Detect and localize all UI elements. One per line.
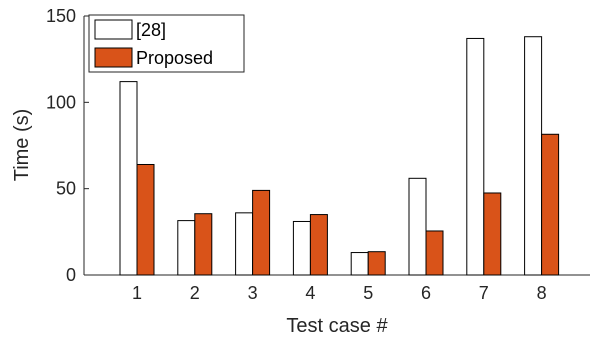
x-tick-label: 8: [537, 283, 547, 303]
bar-ref28-case-6: [408, 177, 427, 276]
bar-ref28-case-4: [292, 220, 311, 276]
bar-ref28-case-3: [235, 212, 254, 276]
legend-swatch-28: [94, 19, 133, 40]
bar-ref28-case-5: [350, 252, 369, 276]
x-tick-label: 3: [248, 283, 258, 303]
y-axis-label: Time (s): [11, 109, 33, 182]
legend: [28] Proposed: [88, 14, 245, 73]
x-axis-label: Test case #: [286, 315, 388, 337]
y-tick-label: 150: [46, 6, 76, 26]
bar-proposed-case-5: [367, 251, 386, 276]
x-tick-label: 6: [421, 283, 431, 303]
y-tick-label: 50: [56, 179, 76, 199]
plot-area: 0 50 100 150 1 2 3 4 5 6 7 8: [46, 6, 590, 303]
legend-label-proposed: Proposed: [136, 48, 213, 68]
bar-ref28-case-2: [177, 220, 196, 276]
x-tick-label: 7: [479, 283, 489, 303]
y-tick-label: 0: [66, 265, 76, 285]
bar-proposed-case-1: [136, 163, 155, 276]
bar-proposed-case-6: [425, 230, 444, 276]
legend-swatch-proposed: [94, 47, 133, 68]
x-tick-label: 4: [305, 283, 315, 303]
bar-ref28-case-1: [119, 81, 138, 276]
bar-proposed-case-3: [252, 189, 271, 276]
y-ticks: 0 50 100 150: [46, 6, 89, 285]
y-tick-label: 100: [46, 92, 76, 112]
bar-proposed-case-2: [194, 213, 213, 276]
bar-proposed-case-7: [483, 192, 502, 276]
bars: [119, 36, 560, 276]
legend-label-28: [28]: [136, 20, 166, 40]
bar-proposed-case-8: [541, 133, 560, 276]
bar-proposed-case-4: [309, 214, 328, 276]
bar-ref28-case-8: [524, 36, 543, 276]
x-tick-label: 1: [132, 283, 142, 303]
x-tick-label: 5: [363, 283, 373, 303]
bar-ref28-case-7: [466, 37, 485, 276]
x-tick-label: 2: [190, 283, 200, 303]
